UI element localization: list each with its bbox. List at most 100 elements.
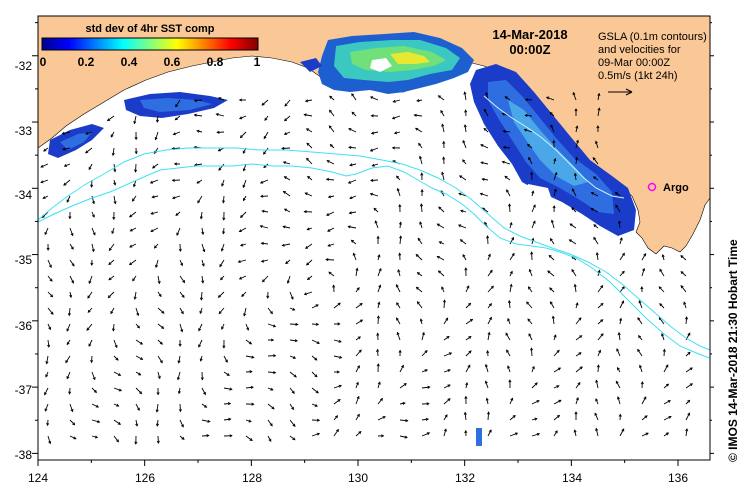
velocity-arrow	[663, 349, 665, 357]
velocity-arrow	[574, 284, 577, 293]
velocity-arrow	[440, 110, 445, 117]
velocity-arrowhead	[110, 134, 114, 138]
velocity-arrowhead	[554, 430, 558, 434]
velocity-arrow	[399, 383, 407, 389]
velocity-arrowhead	[427, 385, 431, 389]
velocity-arrowhead	[347, 225, 351, 229]
velocity-arrow	[156, 419, 159, 427]
velocity-arrowhead	[304, 192, 308, 196]
velocity-arrowhead	[557, 367, 562, 371]
velocity-arrowhead	[440, 109, 444, 114]
velocity-arrowhead	[381, 434, 385, 438]
velocity-arrowhead	[447, 384, 451, 388]
velocity-arrow	[595, 398, 599, 405]
velocity-arrowhead	[150, 211, 154, 215]
velocity-arrowhead	[151, 195, 155, 199]
velocity-arrow	[200, 355, 203, 362]
velocity-arrow	[685, 383, 693, 389]
velocity-arrowhead	[484, 363, 488, 368]
velocity-arrowhead	[488, 429, 492, 433]
velocity-arrow	[569, 239, 577, 245]
velocity-arrowhead	[514, 432, 519, 436]
velocity-arrow	[355, 319, 363, 325]
velocity-arrowhead	[134, 151, 138, 155]
velocity-arrowhead	[242, 150, 246, 154]
velocity-arrow	[155, 259, 159, 268]
velocity-arrow	[349, 211, 357, 214]
velocity-arrowhead	[348, 145, 352, 150]
velocity-arrowhead	[458, 192, 462, 196]
velocity-arrowhead	[396, 302, 399, 306]
velocity-arrow	[399, 435, 408, 438]
velocity-arrow	[575, 140, 579, 149]
lat-tick-label: -36	[15, 319, 33, 333]
velocity-arrowhead	[659, 303, 663, 307]
velocity-arrowhead	[458, 175, 463, 179]
velocity-arrowhead	[325, 258, 329, 262]
velocity-arrow	[480, 193, 489, 197]
velocity-arrow	[221, 323, 225, 330]
velocity-arrowhead	[84, 131, 89, 135]
velocity-arrow	[437, 256, 445, 261]
velocity-arrow	[200, 211, 203, 219]
velocity-arrow	[421, 386, 430, 389]
velocity-arrow	[575, 397, 579, 405]
velocity-arrow	[91, 387, 97, 393]
velocity-arrowhead	[306, 142, 310, 146]
velocity-arrow	[441, 124, 445, 133]
velocity-arrowhead	[355, 267, 359, 271]
velocity-arrow	[553, 385, 560, 389]
gsla-contour-coastal	[483, 95, 625, 199]
velocity-arrow	[40, 179, 49, 183]
velocity-arrow	[289, 435, 296, 441]
velocity-arrowhead	[547, 270, 551, 274]
velocity-arrowhead	[377, 381, 381, 385]
velocity-arrowhead	[357, 365, 360, 369]
velocity-arrow	[113, 339, 118, 348]
velocity-arrow	[262, 275, 269, 283]
velocity-arrowhead	[91, 248, 95, 253]
velocity-arrowhead	[136, 312, 140, 317]
velocity-arrowhead	[617, 331, 621, 336]
velocity-arrow	[592, 157, 599, 165]
velocity-arrowhead	[553, 157, 557, 162]
velocity-arrowhead	[419, 203, 424, 207]
velocity-arrowhead	[619, 317, 623, 321]
velocity-arrowhead	[129, 214, 133, 218]
velocity-arrow	[618, 332, 621, 341]
velocity-arrowhead	[536, 400, 540, 403]
velocity-arrow	[113, 419, 121, 425]
velocity-arrow	[395, 284, 401, 293]
colorbar: std dev of 4hr SST comp 0 0.2 0.4 0.6 0.…	[40, 23, 261, 69]
velocity-arrow	[304, 114, 313, 117]
velocity-arrow	[485, 381, 489, 389]
velocity-arrow	[416, 99, 423, 102]
velocity-arrow	[503, 146, 511, 149]
velocity-arrow	[261, 242, 269, 245]
velocity-arrowhead	[159, 341, 163, 345]
velocity-arrow	[284, 99, 291, 107]
velocity-arrowhead	[485, 91, 489, 96]
velocity-arrow	[284, 176, 291, 181]
velocity-arrowhead	[489, 316, 492, 320]
velocity-arrowhead	[415, 253, 419, 258]
velocity-arrowhead	[249, 370, 253, 374]
velocity-arrowhead	[571, 268, 575, 273]
velocity-arrow	[680, 255, 687, 261]
velocity-arrowhead	[281, 243, 285, 247]
velocity-arrowhead	[508, 379, 512, 383]
velocity-arrowhead	[553, 334, 557, 338]
velocity-arrowhead	[158, 293, 162, 298]
velocity-arrow	[508, 300, 511, 309]
velocity-arrow	[69, 387, 71, 394]
velocity-arrowhead	[295, 322, 299, 326]
velocity-arrow	[43, 147, 49, 152]
velocity-arrowhead	[181, 436, 185, 440]
velocity-arrow	[528, 333, 533, 341]
velocity-arrow	[503, 130, 511, 133]
velocity-arrow	[527, 318, 533, 325]
velocity-arrowhead	[336, 370, 341, 374]
velocity-arrow	[44, 387, 49, 395]
velocity-arrowhead	[45, 361, 49, 365]
velocity-arrow	[218, 291, 225, 298]
